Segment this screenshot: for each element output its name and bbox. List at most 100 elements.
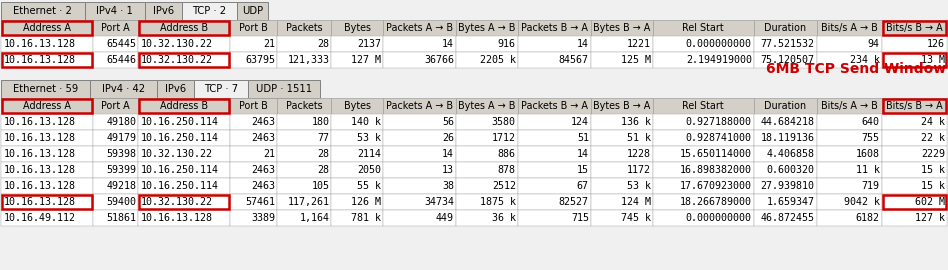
Bar: [93, 98, 138, 114]
Text: 11 k: 11 k: [856, 165, 880, 175]
Bar: [816, 130, 882, 146]
Bar: [652, 52, 754, 68]
Bar: [331, 194, 383, 210]
Bar: [331, 98, 383, 114]
Bar: [331, 130, 383, 146]
Bar: [456, 114, 518, 130]
Bar: [518, 194, 591, 210]
Bar: [652, 146, 754, 162]
Bar: [816, 114, 882, 130]
Bar: [518, 98, 591, 114]
Bar: [754, 162, 816, 178]
Text: 77: 77: [318, 133, 329, 143]
Bar: [882, 194, 947, 210]
Bar: [456, 36, 518, 52]
Bar: [278, 178, 331, 194]
Text: 781 k: 781 k: [351, 213, 381, 223]
Bar: [652, 114, 754, 130]
Bar: [93, 146, 138, 162]
Bar: [754, 178, 816, 194]
Bar: [145, 2, 182, 20]
Bar: [383, 130, 456, 146]
Bar: [1, 52, 93, 68]
Bar: [816, 52, 882, 68]
Bar: [518, 52, 591, 68]
Bar: [230, 52, 278, 68]
Bar: [93, 162, 138, 178]
Text: Packets B → A: Packets B → A: [520, 23, 588, 33]
Text: 59398: 59398: [106, 149, 137, 159]
Bar: [138, 114, 230, 130]
Bar: [754, 114, 816, 130]
Text: 640: 640: [862, 117, 880, 127]
Bar: [278, 162, 331, 178]
Bar: [652, 194, 754, 210]
Text: UDP: UDP: [242, 6, 263, 16]
Text: 55 k: 55 k: [357, 181, 381, 191]
Text: 1.659347: 1.659347: [767, 197, 814, 207]
Bar: [652, 98, 754, 114]
Bar: [383, 162, 456, 178]
Text: 602 M: 602 M: [915, 197, 945, 207]
Text: 53 k: 53 k: [357, 133, 381, 143]
Bar: [1, 178, 93, 194]
Text: 28: 28: [318, 165, 329, 175]
Text: 2463: 2463: [251, 133, 275, 143]
Text: Packets A → B: Packets A → B: [386, 23, 453, 33]
Bar: [754, 194, 816, 210]
Bar: [591, 146, 652, 162]
Text: Bytes B → A: Bytes B → A: [593, 23, 650, 33]
Bar: [816, 194, 882, 210]
Bar: [2, 53, 92, 67]
Bar: [230, 130, 278, 146]
Text: 234 k: 234 k: [849, 55, 880, 65]
Bar: [456, 20, 518, 36]
Bar: [383, 36, 456, 52]
Bar: [156, 80, 193, 98]
Text: 59400: 59400: [106, 197, 137, 207]
Bar: [331, 114, 383, 130]
Text: 13 M: 13 M: [921, 55, 945, 65]
Text: 49218: 49218: [106, 181, 137, 191]
Bar: [518, 210, 591, 226]
Text: 1608: 1608: [856, 149, 880, 159]
Bar: [652, 36, 754, 52]
Text: 63795: 63795: [246, 55, 275, 65]
Bar: [883, 21, 946, 35]
Bar: [1, 20, 93, 36]
Text: 126 M: 126 M: [351, 197, 381, 207]
Bar: [882, 178, 947, 194]
Text: 82527: 82527: [558, 197, 589, 207]
Bar: [1, 162, 93, 178]
Bar: [816, 20, 882, 36]
Text: Address B: Address B: [160, 23, 209, 33]
Bar: [591, 178, 652, 194]
Text: Bytes A → B: Bytes A → B: [458, 101, 516, 111]
Text: 127 k: 127 k: [915, 213, 945, 223]
Bar: [882, 210, 947, 226]
Text: 105: 105: [311, 181, 329, 191]
Bar: [456, 98, 518, 114]
Bar: [1, 194, 93, 210]
Bar: [278, 20, 331, 36]
Bar: [138, 20, 230, 36]
Text: 2229: 2229: [921, 149, 945, 159]
Bar: [816, 146, 882, 162]
Text: Packets A → B: Packets A → B: [386, 101, 453, 111]
Bar: [883, 99, 946, 113]
Text: 2.194919000: 2.194919000: [685, 55, 752, 65]
Bar: [754, 36, 816, 52]
Text: Port B: Port B: [240, 101, 268, 111]
Bar: [84, 2, 145, 20]
Bar: [93, 114, 138, 130]
Text: Bits/s A → B: Bits/s A → B: [821, 101, 878, 111]
Text: 15: 15: [576, 165, 589, 175]
Bar: [383, 114, 456, 130]
Text: 2114: 2114: [357, 149, 381, 159]
Bar: [591, 36, 652, 52]
Text: 125 M: 125 M: [621, 55, 650, 65]
Text: Rel Start: Rel Start: [683, 23, 724, 33]
Bar: [882, 130, 947, 146]
Text: 0.000000000: 0.000000000: [685, 213, 752, 223]
Text: 84567: 84567: [558, 55, 589, 65]
